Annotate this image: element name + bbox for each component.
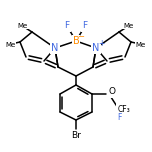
- Text: F: F: [64, 21, 70, 31]
- Text: Me: Me: [5, 42, 15, 48]
- Text: F: F: [117, 112, 121, 121]
- Text: N: N: [92, 43, 100, 53]
- Text: Br: Br: [71, 131, 81, 140]
- Text: CF₃: CF₃: [118, 105, 130, 114]
- Text: B: B: [73, 36, 79, 46]
- Text: −: −: [78, 33, 85, 41]
- Text: Me: Me: [18, 23, 28, 29]
- Text: +: +: [98, 40, 104, 48]
- Text: Me: Me: [123, 23, 133, 29]
- Text: Me: Me: [136, 42, 146, 48]
- Text: N: N: [51, 43, 59, 53]
- Text: F: F: [82, 21, 88, 31]
- Text: O: O: [109, 88, 116, 97]
